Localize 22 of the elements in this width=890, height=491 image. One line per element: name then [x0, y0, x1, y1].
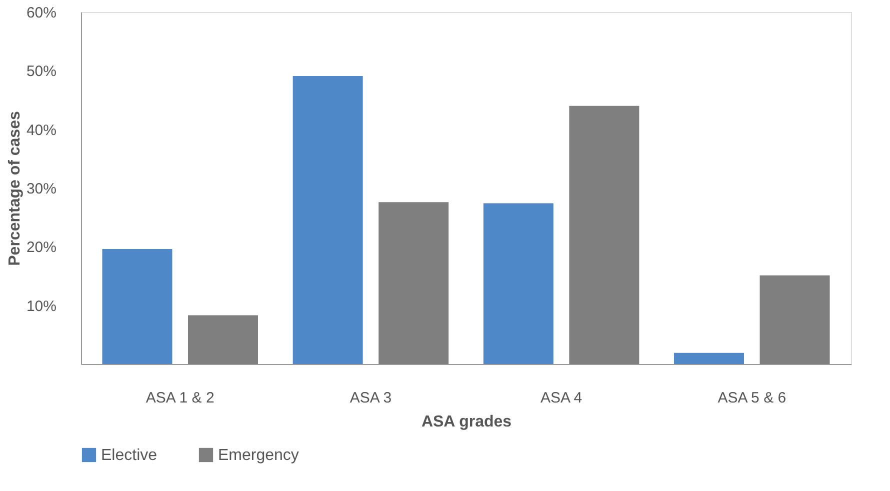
bar	[188, 315, 258, 364]
y-tick-label: 30%	[26, 180, 56, 198]
bar	[674, 352, 744, 364]
y-axis-title: Percentage of cases	[6, 111, 24, 266]
y-tick-label: 40%	[26, 122, 56, 139]
legend-label: Emergency	[218, 447, 299, 464]
legend-label: Elective	[101, 447, 158, 464]
y-tick-label: 20%	[26, 239, 56, 256]
x-tick-label: ASA 5 & 6	[718, 390, 786, 406]
bar	[760, 275, 830, 364]
bar	[102, 249, 172, 364]
y-tick-label: 10%	[26, 298, 56, 315]
bar	[292, 76, 363, 364]
bar	[483, 203, 554, 364]
bar	[378, 202, 449, 364]
x-tick-label: ASA 1 & 2	[146, 390, 214, 406]
y-tick-label: 50%	[26, 63, 56, 80]
x-tick-label: ASA 3	[350, 390, 392, 406]
bar	[569, 106, 640, 364]
y-tick-label: 60%	[26, 4, 56, 22]
x-tick-label: ASA 4	[540, 390, 582, 406]
x-axis-title: ASA grades	[421, 414, 512, 430]
